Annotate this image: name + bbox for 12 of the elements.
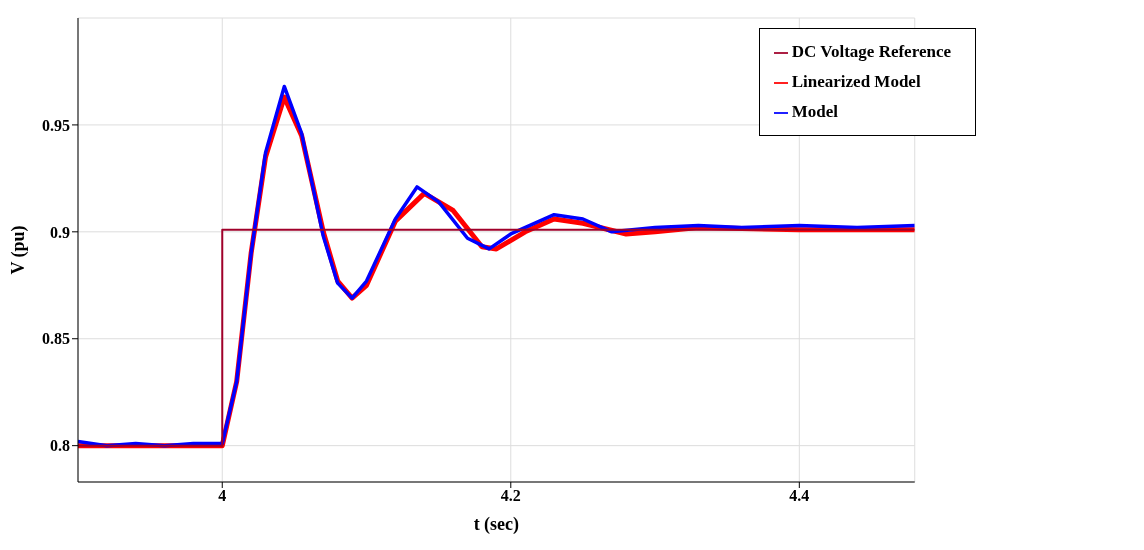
x-tick-label: 4 — [218, 487, 227, 505]
legend-label: Linearized Model — [791, 72, 921, 91]
y-tick-label: 0.9 — [50, 223, 70, 241]
y-tick-label: 0.95 — [42, 116, 70, 134]
legend-label: Model — [791, 102, 839, 121]
y-tick-label: 0.8 — [50, 437, 70, 455]
x-axis-title: t (sec) — [473, 514, 520, 535]
x-tick-label: 4.2 — [500, 487, 521, 505]
x-tick-label: 4.4 — [789, 487, 810, 505]
y-tick-label: 0.85 — [42, 330, 70, 348]
legend-label: DC Voltage Reference — [791, 42, 951, 61]
y-axis-title: V (pu) — [8, 225, 30, 275]
